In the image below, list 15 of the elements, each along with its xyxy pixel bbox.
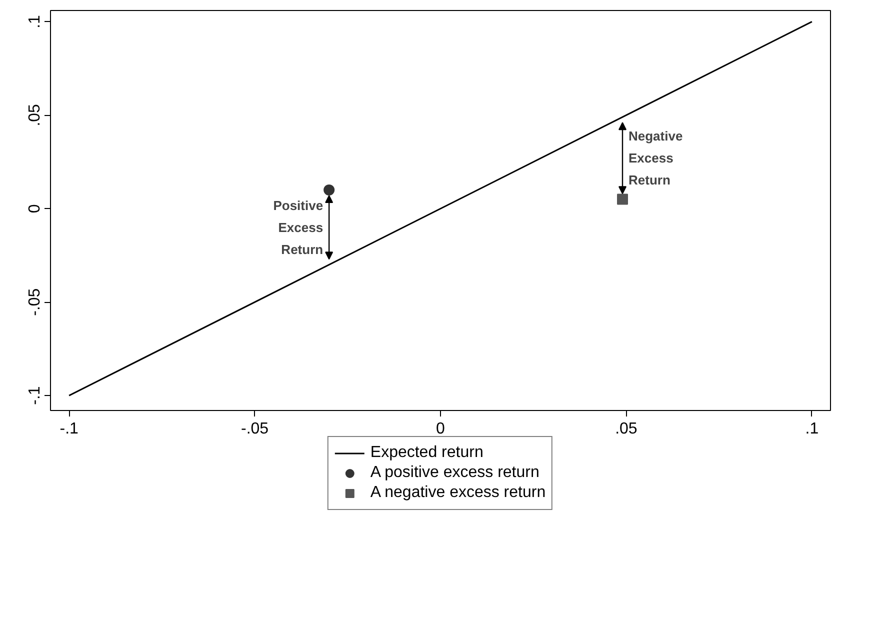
legend-label: A positive excess return xyxy=(370,464,540,482)
x-tick-label: -.05 xyxy=(241,420,269,438)
annotation: Positive Excess Return xyxy=(273,198,324,257)
y-tick-label: -.05 xyxy=(26,288,44,316)
x-tick-label: .1 xyxy=(805,420,819,438)
y-tick-label: -.1 xyxy=(26,386,44,405)
legend-label: A negative excess return xyxy=(370,484,546,502)
x-tick-label: -.1 xyxy=(60,420,79,438)
legend-label: Expected return xyxy=(370,444,484,462)
y-tick-label: .05 xyxy=(26,104,44,126)
y-tick-label: .1 xyxy=(26,14,44,28)
annotation: Negative Excess Return xyxy=(628,128,683,188)
x-tick-label: 0 xyxy=(436,420,446,438)
y-tick-label: 0 xyxy=(26,204,44,214)
x-tick-label: .05 xyxy=(615,420,638,438)
